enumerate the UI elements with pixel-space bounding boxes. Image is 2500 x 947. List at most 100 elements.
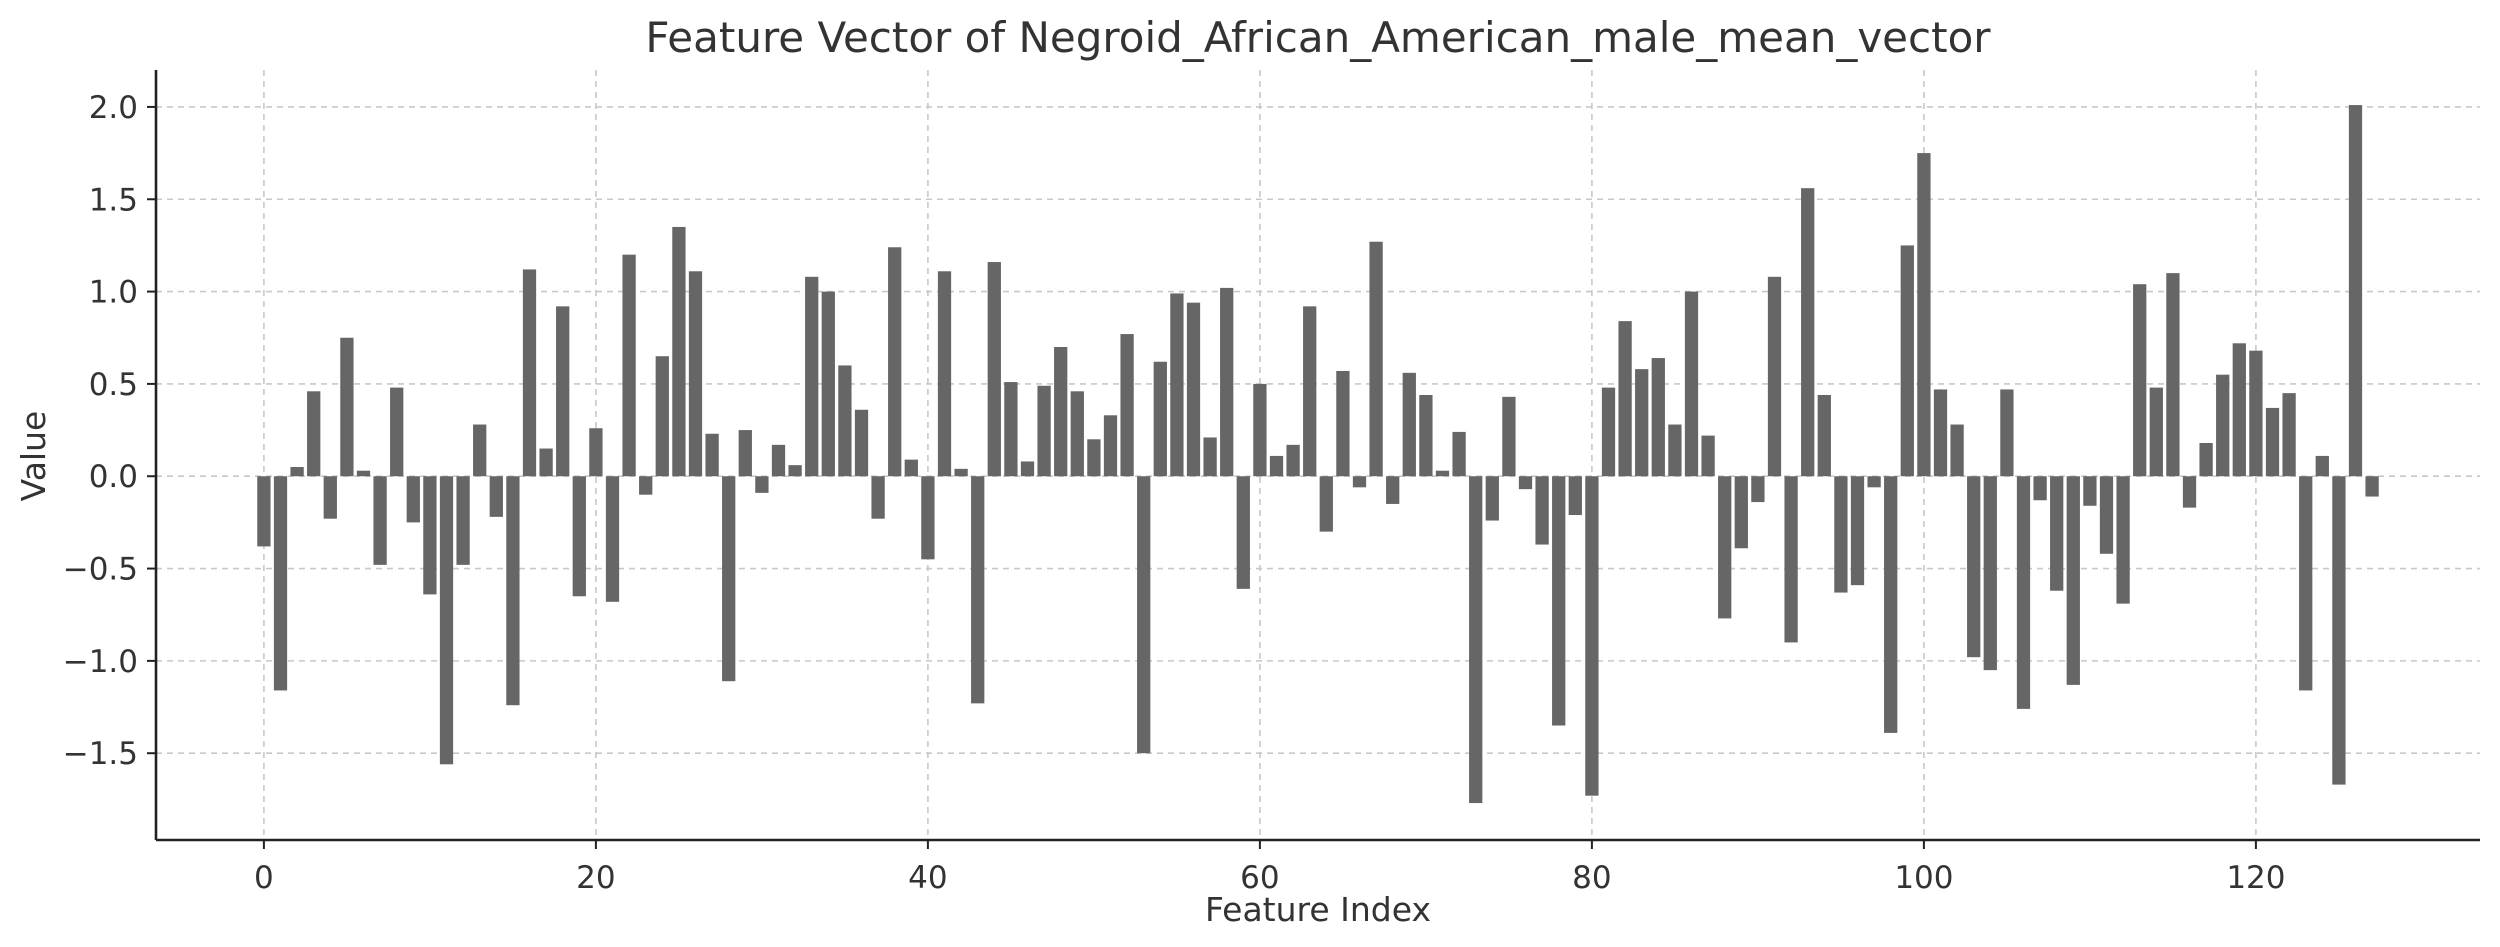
bar [2282,393,2296,477]
bar [1801,188,1815,477]
y-tick-label: 0.0 [89,459,138,495]
bar [1967,476,1981,658]
bar [1651,358,1665,477]
bar [838,365,852,477]
bar [390,387,404,477]
bar [771,444,786,477]
bar [1601,387,1616,477]
x-axis-label: Feature Index [1205,890,1431,929]
x-tick-label: 0 [254,860,274,896]
bar [2166,273,2180,477]
bar [1120,334,1134,477]
bar [2182,476,2197,508]
bar [340,337,354,477]
bar [2016,476,2031,709]
bar [1867,476,1881,488]
bar [788,465,802,477]
bar [605,476,620,602]
bar [2099,476,2114,554]
bar [1585,476,1599,796]
bar [2315,455,2329,477]
y-tick-label: −1.5 [63,736,138,772]
bar [2232,343,2246,477]
bar [307,391,321,477]
bar [456,476,470,565]
bar [1469,476,1483,804]
bar [556,306,570,477]
bar [356,470,371,477]
bar [921,476,935,560]
bar [539,448,553,477]
bar [1203,437,1217,477]
bar [1485,476,1499,521]
bar [572,476,586,597]
axes [147,70,2480,849]
bar [755,476,769,493]
bar [273,476,288,691]
y-tick-label: 1.5 [89,182,138,218]
bar [937,271,952,477]
bar [1518,476,1533,490]
bar [2033,476,2047,501]
bar [1635,369,1649,477]
y-tick-label: 2.0 [89,90,138,126]
bar [1153,361,1167,477]
bar [1900,245,1914,477]
y-tick-label: 1.0 [89,275,138,311]
bar [473,424,487,477]
bar [622,254,636,477]
bar [1369,241,1383,477]
bar [904,459,918,477]
chart-title: Feature Vector of Negroid_African_Americ… [645,13,1991,62]
bar [1386,476,1400,504]
bar [722,476,736,682]
bar [1701,435,1715,477]
bar [1917,153,1931,477]
bar [1037,385,1051,477]
x-tick-label: 100 [1894,860,1953,896]
bar [1186,302,1201,477]
bar [705,433,719,477]
bar [1552,476,1566,726]
bar [1319,476,1333,532]
bar [1352,476,1367,488]
bar [639,476,653,495]
bar [888,247,902,477]
bar [1087,439,1101,477]
y-tick-label: 0.5 [89,367,138,403]
bar [257,476,271,547]
bar [971,476,985,704]
bar [2348,105,2363,477]
bar [1535,476,1549,545]
y-tick-label: −0.5 [63,552,138,588]
bar [2249,350,2263,477]
bar [2050,476,2064,591]
bar [821,291,835,477]
bar [1817,394,1831,477]
bar [1718,476,1732,619]
x-tick-label: 120 [2226,860,2285,896]
bar [1568,476,1582,516]
bar [1103,415,1118,477]
bar [1502,396,1516,477]
bar [2133,284,2147,477]
bar [987,262,1001,477]
bar [1253,383,1267,477]
bar [1734,476,1748,549]
bar [1170,293,1184,477]
bars [257,105,2379,804]
bar [1668,424,1682,477]
bar [2083,476,2097,506]
bar [1767,276,1782,477]
bar [1933,389,1948,477]
bar [2199,442,2213,477]
bar [1137,476,1151,754]
x-tick-label: 80 [1572,860,1611,896]
bar [1269,455,1284,477]
bar [323,476,337,519]
bar [1684,291,1699,477]
bar [589,428,603,477]
bar [1834,476,1848,593]
x-tick-label: 40 [908,860,947,896]
